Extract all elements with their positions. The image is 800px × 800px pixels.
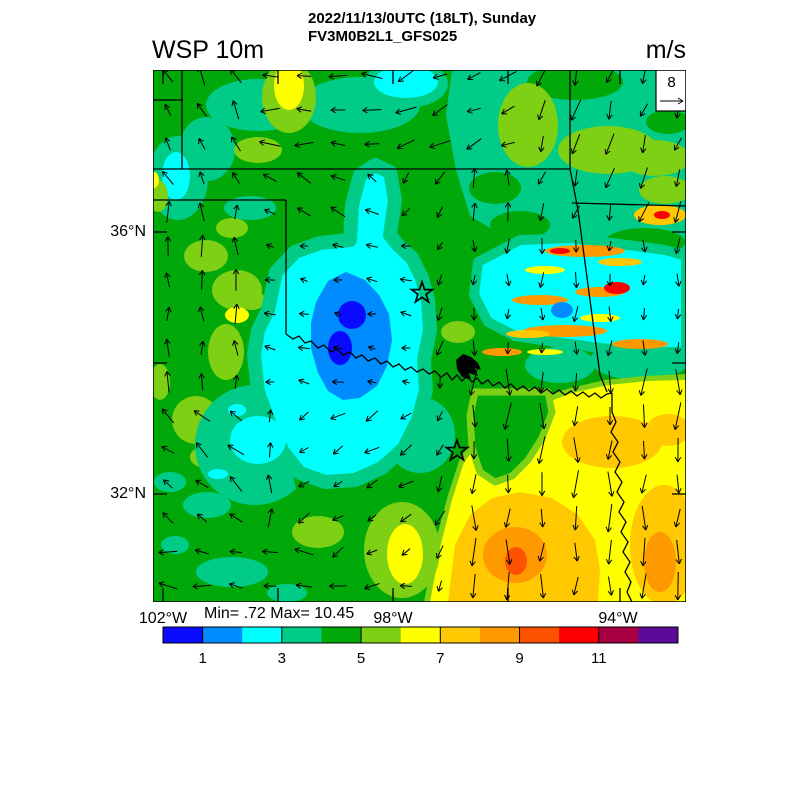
- y-axis-tick-label: 36°N: [110, 223, 146, 240]
- colorbar-segment: [638, 627, 679, 643]
- field-patch: [154, 472, 186, 492]
- colorbar-tick-label: 7: [436, 650, 444, 667]
- field-patch: [525, 266, 565, 274]
- y-axis-tick-label: 32°N: [110, 485, 146, 502]
- field-patch: [387, 524, 423, 584]
- field-patch: [644, 532, 676, 592]
- title-model-run: FV3M0B2L1_GFS025: [308, 28, 458, 45]
- field-patch: [153, 180, 168, 212]
- colorbar-tick-label: 3: [278, 650, 286, 667]
- field-patch: [639, 176, 686, 204]
- colorbar-tick-label: 9: [515, 650, 523, 667]
- colorbar-outline: [162, 626, 679, 644]
- colorbar-segment: [242, 627, 283, 643]
- field-patch: [183, 492, 231, 518]
- city-star-marker: [443, 437, 471, 463]
- colorbar-segment: [400, 627, 441, 643]
- field-patch: [604, 282, 630, 294]
- x-axis-tick-label: 94°W: [598, 610, 638, 627]
- field-patch: [274, 70, 304, 110]
- field-patch: [550, 248, 570, 254]
- field-patch: [153, 172, 159, 188]
- field-patch: [292, 516, 344, 548]
- field-patch: [612, 339, 668, 349]
- field-patch: [196, 557, 268, 587]
- field-patch: [311, 272, 392, 400]
- field-patch: [466, 388, 556, 486]
- colorbar-tick-label: 5: [357, 650, 365, 667]
- field-patch: [224, 196, 276, 220]
- variable-label: WSP 10m: [152, 36, 265, 64]
- field-patch: [162, 152, 190, 200]
- wind-speed-map: 8: [153, 70, 686, 602]
- field-patch: [374, 70, 438, 98]
- field-patch: [490, 211, 550, 239]
- colorbar-segment: [361, 627, 402, 643]
- field-patch: [216, 218, 248, 238]
- colorbar-segment: [163, 627, 204, 643]
- x-axis-tick-label: 98°W: [373, 610, 413, 627]
- field-patch: [580, 314, 620, 322]
- colorbar-segment: [440, 627, 481, 643]
- min-max-label: Min= .72 Max= 10.45: [204, 605, 355, 622]
- colorbar-segment: [598, 627, 639, 643]
- field-patch: [230, 416, 286, 464]
- field-patch: [184, 240, 228, 272]
- field-patch: [551, 302, 573, 318]
- field-patch: [482, 348, 522, 356]
- border-line: [285, 333, 613, 399]
- reference-vector-box: 8: [655, 70, 686, 112]
- title-datetime: 2022/11/13/0UTC (18LT), Sunday: [308, 10, 537, 27]
- field-patch: [654, 211, 670, 219]
- field-patch: [234, 137, 282, 163]
- field-patch: [208, 469, 228, 479]
- field-patch: [208, 324, 244, 380]
- field-patch: [512, 295, 568, 305]
- map-edge-ticks: [153, 70, 686, 602]
- field-patch: [469, 172, 521, 204]
- colorbar: 1 3 5 7 9 11: [162, 626, 679, 667]
- field-patch: [598, 258, 642, 266]
- border-line: [610, 393, 633, 602]
- colorbar-segment: [479, 627, 521, 643]
- units-label: m/s: [645, 36, 686, 64]
- field-patch: [441, 321, 475, 343]
- x-axis-tick-label: 102°W: [138, 610, 188, 627]
- wind-vectors: [158, 70, 683, 601]
- colorbar-segment: [281, 627, 322, 643]
- field-patch: [505, 547, 527, 575]
- reference-vector-value: 8: [667, 74, 675, 91]
- field-patch: [212, 270, 262, 310]
- field-patch: [267, 584, 307, 602]
- colorbar-tick-label: 1: [198, 650, 206, 667]
- border-line: [571, 202, 686, 207]
- field-patch: [620, 140, 686, 176]
- colorbar-segment: [321, 627, 362, 643]
- lake-texoma: [456, 354, 481, 380]
- colorbar-segment: [519, 627, 560, 643]
- colorbar-tick-label: 11: [591, 650, 607, 667]
- field-patch: [506, 330, 550, 338]
- field-patch: [161, 536, 189, 554]
- field-patch: [646, 414, 686, 446]
- field-patch: [545, 245, 625, 257]
- field-patch: [225, 307, 249, 323]
- colorbar-segment: [559, 627, 600, 643]
- colorbar-segment: [202, 627, 243, 643]
- field-patch: [228, 404, 246, 416]
- field-patch: [527, 349, 563, 355]
- field-patch: [338, 301, 366, 329]
- city-star-marker: [408, 279, 436, 305]
- state-borders: [153, 70, 686, 602]
- field-patch: [498, 83, 558, 167]
